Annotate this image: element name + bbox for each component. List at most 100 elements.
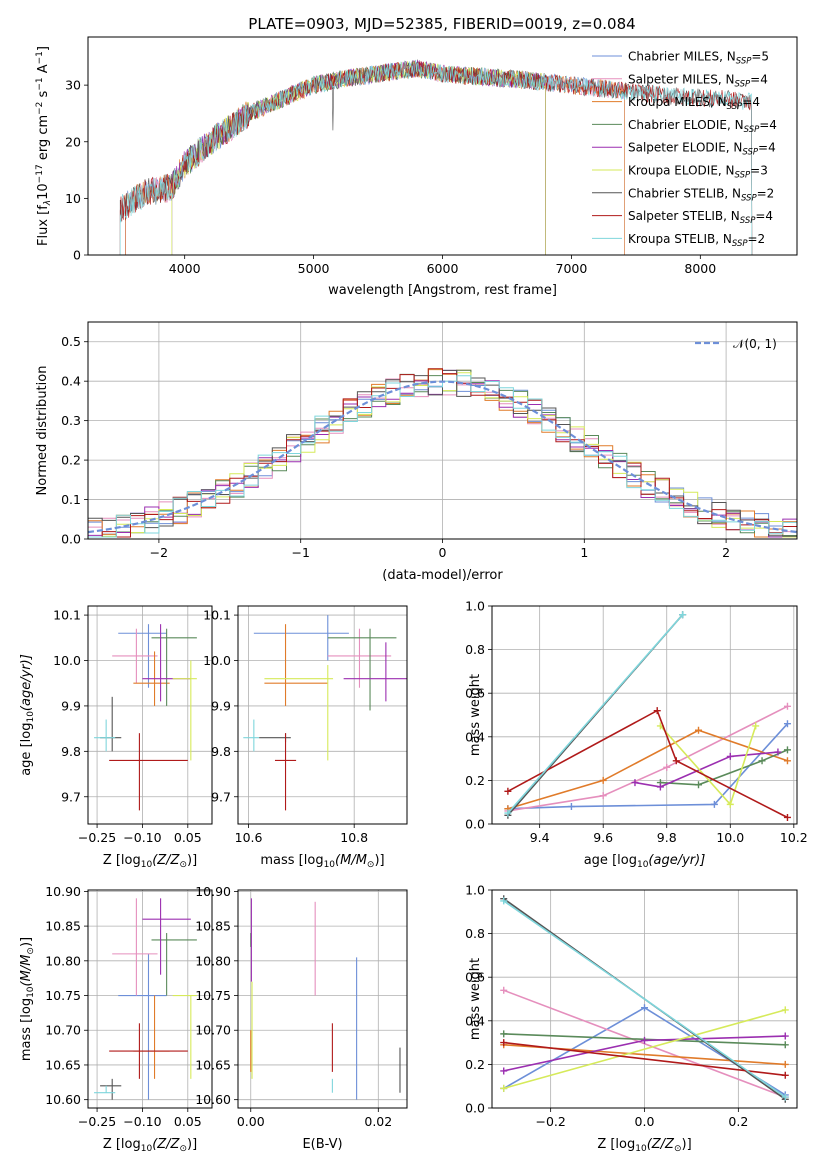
age-vs-mass-ytick-label-0: 9.7 — [211, 789, 231, 804]
weight-vs-Z-marker-kroupa-stelib-1 — [781, 1093, 789, 1101]
histogram-salpeter-stelib — [88, 368, 797, 538]
weight-vs-age-marker-salpeter-stelib-3 — [783, 813, 791, 821]
weight-vs-age-marker-salpeter-miles-2 — [663, 763, 671, 771]
weight-vs-age-marker-kroupa-stelib-1 — [679, 611, 687, 619]
weight-vs-Z-line-kroupa-stelib — [503, 900, 786, 1098]
weight-vs-age-xtick-label-1: 9.6 — [593, 830, 613, 845]
spectrum-ytick-label-1: 10 — [65, 191, 81, 206]
age-vs-Z-frame — [87, 605, 213, 825]
age-vs-Z-xtick-label-1: −0.10 — [123, 830, 161, 845]
figure-title: PLATE=0903, MJD=52385, FIBERID=0019, z=0… — [248, 15, 635, 33]
weight-vs-Z-line-kroupa-elodie — [503, 1009, 786, 1090]
weight-vs-age-line-kroupa-stelib — [507, 614, 684, 814]
weight-vs-age-marker-salpeter-miles-1 — [599, 792, 607, 800]
weight-vs-age-ytick-label-1: 0.2 — [465, 773, 485, 788]
weight-vs-age-xtick-label-4: 10.2 — [780, 830, 808, 845]
weight-vs-age-line-chabrier-elodie — [660, 749, 788, 786]
legend-entry-salpeter-stelib: Salpeter STELIB, NSSP=4 — [628, 209, 773, 226]
weight-vs-age-ytick-label-2: 0.4 — [465, 729, 485, 744]
gaussian-curve — [88, 380, 797, 534]
weight-vs-age-marker-kroupa-miles-2 — [695, 726, 703, 734]
weight-vs-age-marker-kroupa-elodie-1 — [726, 800, 734, 808]
mass-vs-EBV-axes: 0.00 0.02 10.60 10.65 10.70 10.75 10.80 10.85 10… — [195, 884, 407, 1129]
weight-vs-Z-ytick-label-3: 0.6 — [465, 970, 485, 985]
weight-vs-age-xtick-label-2: 9.8 — [657, 830, 677, 845]
weight-vs-age-ytick-label-5: 1.0 — [465, 599, 485, 614]
weight-vs-Z-xtick-label-2: 0.2 — [728, 1114, 748, 1129]
weight-vs-Z-lines — [500, 895, 789, 1103]
weight-vs-age-xtick-label-3: 10.0 — [716, 830, 744, 845]
weight-vs-age-line-kroupa-miles — [507, 729, 788, 810]
age-vs-mass-frame — [237, 605, 408, 825]
spectrum-line-kroupa-elodie — [171, 61, 546, 255]
weight-vs-age-xlabel: age [log10(age/yr)] — [584, 853, 706, 870]
spectrum-xtick-label-2: 6000 — [427, 261, 459, 276]
mass-vs-EBV-ytick-label-2: 10.70 — [195, 1023, 231, 1038]
weight-vs-age-marker-salpeter-stelib-1 — [653, 707, 661, 715]
mass-vs-EBV-ytick-label-3: 10.75 — [195, 988, 231, 1003]
weight-vs-Z-marker-salpeter-elodie-1 — [641, 1036, 648, 1044]
legend-entry-chabrier-miles: Chabrier MILES, NSSP=5 — [628, 50, 769, 67]
spectrum-xtick-label-1: 5000 — [298, 261, 330, 276]
mass-vs-EBV-xtick-label-0: 0.00 — [237, 1114, 265, 1129]
spectrum-line-salpeter-miles — [125, 60, 625, 255]
mass-vs-Z-ytick-label-4: 10.80 — [45, 953, 81, 968]
age-vs-mass-xlabel: mass [log10(M/M⊙)] — [260, 853, 384, 870]
mass-vs-Z-ytick-label-5: 10.85 — [45, 919, 81, 934]
legend-entry-kroupa-miles: Kroupa MILES, NSSP=4 — [628, 95, 760, 112]
age-vs-mass-ytick-label-2: 9.9 — [211, 698, 231, 713]
weight-vs-age-marker-chabrier-elodie-1 — [695, 781, 703, 789]
weight-vs-age-line-kroupa-elodie — [659, 725, 757, 806]
residuals-xtick-label-4: 2 — [722, 545, 730, 560]
weight-vs-age-marker-chabrier-miles-2 — [710, 800, 718, 808]
weight-vs-age-marker-chabrier-miles-1 — [567, 803, 575, 811]
age-vs-Z-xlabel: Z [log10(Z/Z⊙)] — [103, 853, 197, 870]
weight-vs-Z-marker-salpeter-elodie-0 — [500, 1067, 508, 1075]
weight-vs-Z-marker-salpeter-miles-0 — [500, 986, 508, 994]
spectrum-legend: Chabrier MILES, NSSP=5 Salpeter MILES, NS… — [592, 50, 777, 249]
mass-vs-Z-errorbars — [94, 898, 197, 1100]
weight-vs-age-line-chabrier-miles — [507, 723, 789, 810]
mass-vs-EBV-xlabel: E(B-V) — [302, 1137, 342, 1152]
age-vs-mass-ytick-label-1: 9.8 — [211, 744, 231, 759]
residual-histograms — [88, 368, 797, 538]
residuals-ytick-label-0: 0.0 — [61, 532, 81, 547]
age-vs-Z-ytick-label-2: 9.9 — [61, 698, 81, 713]
weight-vs-age-ytick-label-4: 0.8 — [465, 642, 485, 657]
weight-vs-Z-marker-kroupa-miles-1 — [781, 1060, 789, 1068]
weight-vs-Z-marker-chabrier-miles-1 — [641, 1004, 648, 1012]
spectrum-ytick-label-2: 20 — [65, 134, 81, 149]
spectrum-ytick-label-0: 0 — [73, 248, 81, 263]
residuals-axes: −2 −1 0 1 2 0.0 0.1 0.2 0.3 0.4 0.5 — [61, 322, 797, 560]
age-vs-mass-xtick-label-0: 10.6 — [235, 830, 263, 845]
residuals-ytick-label-1: 0.1 — [61, 492, 81, 507]
weight-vs-Z-marker-kroupa-elodie-1 — [781, 1006, 789, 1014]
mass-vs-Z-xlabel: Z [log10(Z/Z⊙)] — [103, 1137, 197, 1154]
residuals-xtick-label-2: 0 — [439, 545, 447, 560]
weight-vs-age-line-salpeter-elodie — [634, 751, 778, 788]
spectrum-xtick-label-4: 8000 — [684, 261, 716, 276]
weight-vs-Z-marker-chabrier-elodie-1 — [781, 1041, 789, 1049]
age-vs-Z-axes: −0.25 −0.10 0.05 9.7 9.8 9.9 10.0 10.1 — [53, 606, 212, 845]
weight-vs-age-ylabel: mass weight — [468, 674, 483, 756]
weight-vs-Z-xlabel: Z [log10(Z/Z⊙)] — [597, 1137, 691, 1154]
weight-vs-age-marker-salpeter-miles-3 — [783, 702, 791, 710]
mass-vs-Z-ytick-label-3: 10.75 — [45, 988, 81, 1003]
weight-vs-Z-frame — [491, 889, 798, 1109]
age-vs-mass-axes: 10.6 10.8 9.7 9.8 9.9 10.0 10.1 — [203, 606, 407, 845]
mass-vs-Z-xtick-label-0: −0.25 — [78, 1114, 116, 1129]
residuals-ytick-label-5: 0.5 — [61, 334, 81, 349]
age-vs-Z-ylabel: age [log10(age/yr)] — [19, 654, 36, 776]
mass-vs-Z-ytick-label-0: 10.60 — [45, 1092, 81, 1107]
legend-entry-salpeter-miles: Salpeter MILES, NSSP=4 — [628, 72, 768, 89]
spectrum-xtick-label-0: 4000 — [169, 261, 201, 276]
weight-vs-age-line-salpeter-stelib — [507, 709, 788, 819]
mass-vs-Z-frame — [87, 889, 213, 1109]
age-vs-mass-xtick-label-1: 10.8 — [340, 830, 368, 845]
spectrum-ytick-label-3: 30 — [65, 78, 81, 93]
weight-vs-Z-marker-salpeter-stelib-1 — [781, 1071, 789, 1079]
spectrum-axes: 4000 5000 6000 7000 8000 0 10 20 30 — [65, 78, 716, 276]
residuals-xtick-label-0: −2 — [150, 545, 168, 560]
